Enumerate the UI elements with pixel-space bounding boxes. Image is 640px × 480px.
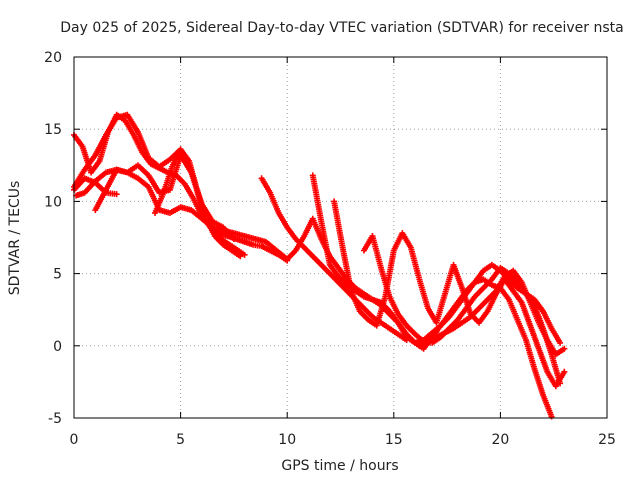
data-point bbox=[237, 253, 244, 260]
data-point bbox=[557, 380, 564, 387]
chart-title: Day 025 of 2025, Sidereal Day-to-day VTE… bbox=[60, 20, 623, 36]
y-tick-label: 0 bbox=[53, 339, 62, 355]
data-point bbox=[113, 191, 120, 198]
series-track-12 bbox=[416, 267, 568, 358]
x-tick-label: 25 bbox=[598, 432, 616, 448]
series-track-6 bbox=[152, 146, 244, 260]
x-tick-label: 10 bbox=[278, 432, 296, 448]
data-point bbox=[557, 339, 564, 346]
y-tick-label: 15 bbox=[44, 122, 62, 138]
x-tick-label: 20 bbox=[491, 432, 509, 448]
data-point bbox=[561, 368, 568, 375]
x-tick-label: 5 bbox=[176, 432, 185, 448]
x-tick-label: 0 bbox=[70, 432, 79, 448]
series-track-4 bbox=[71, 175, 120, 198]
y-axis-label: SDTVAR / TECUs bbox=[7, 181, 23, 296]
plot-frame bbox=[73, 56, 608, 419]
data-point bbox=[241, 251, 248, 258]
data-markers bbox=[71, 111, 568, 420]
x-axis-label: GPS time / hours bbox=[281, 458, 398, 474]
y-tick-label: -5 bbox=[48, 411, 62, 427]
series-track-5 bbox=[92, 166, 291, 263]
data-point bbox=[561, 345, 568, 352]
y-tick-label: 20 bbox=[44, 50, 62, 66]
x-tick-label: 15 bbox=[385, 432, 403, 448]
y-tick-label: 5 bbox=[53, 267, 62, 283]
data-point bbox=[548, 413, 555, 420]
y-tick-label: 10 bbox=[44, 194, 62, 210]
data-point bbox=[230, 235, 237, 242]
series-track-9 bbox=[309, 172, 555, 420]
